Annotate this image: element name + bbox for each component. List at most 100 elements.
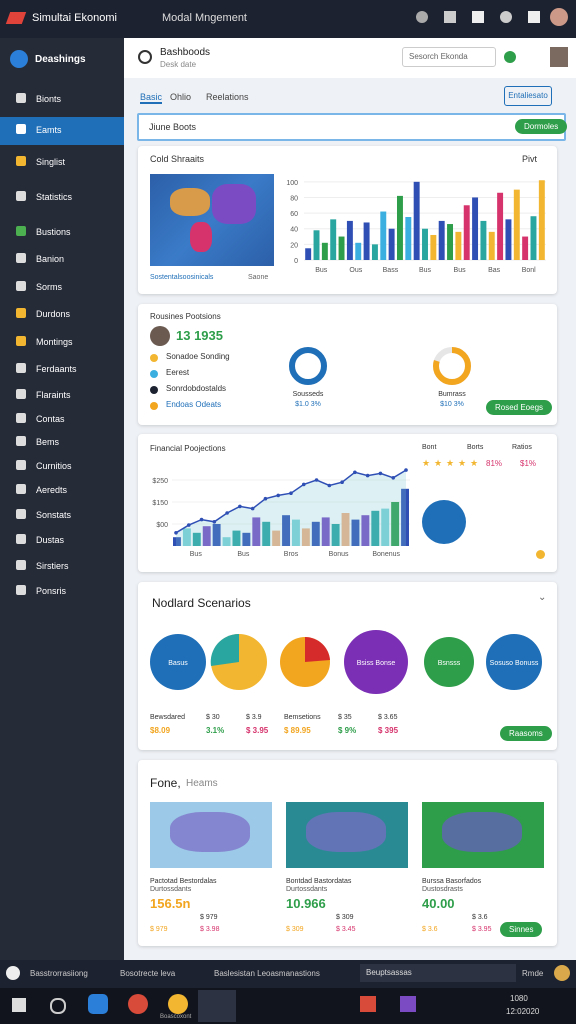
nav-item[interactable]: Bustions [36,227,71,237]
scenario-circles: Basus Bsiss Bonse Bsnsss Sosuso Bonuss [150,630,542,694]
tab[interactable]: Reelations [206,92,249,102]
header-search[interactable]: Sesorch Ekonda [402,47,496,67]
bar [363,222,370,260]
nav-item[interactable]: Sirstiers [36,561,69,571]
legend: Sostentalsoosinicals [150,274,214,281]
line-point [186,523,191,527]
nav-item[interactable]: Dustas [36,535,65,545]
ring [433,347,471,385]
line-point [327,483,332,488]
search-button[interactable]: Dormoles [515,119,568,134]
y-tick-label: 100 [286,180,298,187]
app-icon[interactable] [360,996,376,1012]
search-icon[interactable] [138,50,152,64]
nav-item[interactable]: Banion [36,254,65,264]
nav-item[interactable]: Ponsris [36,586,67,596]
icon[interactable] [528,11,540,23]
ratings: Bont Borts Ratios ★ ★ ★ ★ ★ 81% $1% [422,444,552,564]
clock-date: 12:02020 [506,1007,540,1016]
app-icon[interactable] [168,994,188,1014]
bar [305,248,312,260]
module-title[interactable]: Modal Mngement [162,12,247,24]
app-icon[interactable] [88,994,108,1014]
nav-item[interactable]: Curnitios [36,461,72,471]
bar [405,217,412,260]
icon[interactable] [444,11,456,23]
card-button[interactable]: Rosed Eoegs [486,400,553,415]
rating-value: $1% [520,459,537,468]
y-tick-label: 60 [290,211,298,218]
line-point [391,476,396,480]
nav-item[interactable]: Statistics [36,192,73,202]
bar [455,231,462,260]
nav-item[interactable]: Sorms [36,282,63,292]
nav-item[interactable]: Singlist [36,157,66,167]
card-menu[interactable]: Pivt [522,154,538,164]
bar [497,192,504,260]
icon[interactable] [416,11,428,23]
star: ★ [458,458,467,468]
panel-value: 40.00 [422,896,455,911]
avatar[interactable] [550,8,568,26]
line-point [174,531,178,535]
bar [447,224,454,260]
nav-item[interactable]: Bems [36,437,60,447]
x-tick-label: Bonl [522,267,536,274]
panel-b: $ 3.98 [200,926,220,933]
action-button[interactable]: Entaliesato [504,86,552,106]
world-card: Cold Shraaits Pivt Sostentalsoosinicals … [138,146,557,294]
tab[interactable]: Ohlio [170,92,192,102]
card-button[interactable]: Raasoms [500,726,552,741]
tab[interactable]: Basic [140,92,163,104]
nav-item[interactable]: Ferdaants [36,364,77,374]
app-title: Simultai Ekonomi [32,12,117,24]
bar [401,488,409,546]
bar [331,524,340,546]
market-card: Nodlard Scenarios ⌄ Basus Bsiss Bonse Bsns… [138,582,557,750]
bar [232,530,241,546]
search-bar[interactable]: Jiune Boots Dormoles [137,113,568,141]
stat-label: $ 35 [338,714,352,721]
rating-header: Bont [422,444,437,451]
icon[interactable] [472,11,484,23]
slice [305,636,330,662]
line-point [250,506,255,511]
status-search[interactable]: Beuptsassas [360,964,516,982]
nav-item[interactable]: Bionts [36,94,62,104]
y-tick-label: 80 [290,195,298,202]
nav-item[interactable]: Montings [36,337,73,347]
nav-icon [16,93,26,103]
legend: Saone [248,274,269,281]
list-dot [150,402,158,410]
rating-value: 81% [486,459,503,468]
star: ★ [470,458,479,468]
nav-item[interactable]: Durdons [36,309,71,319]
nav-item[interactable]: Eamts [36,125,62,135]
y-tick-label: $150 [152,500,168,507]
app-icon[interactable] [400,996,416,1012]
user-avatar[interactable] [550,47,568,67]
bar [338,236,345,260]
nav-item[interactable]: Aeredts [36,485,68,495]
nav-item[interactable]: Contas [36,414,65,424]
icon[interactable] [500,11,512,23]
header-subtitle: Desk date [160,60,197,69]
rating-header: Borts [467,444,484,451]
nav-icon [16,460,26,470]
nav-item[interactable]: Sonstats [36,510,72,520]
card-title: Fone, [150,776,181,790]
y-tick-label: $250 [152,478,168,485]
start-button[interactable] [12,998,26,1012]
search-button[interactable] [50,998,66,1014]
nav-item[interactable]: Flaraints [36,390,71,400]
nav-icon [16,509,26,519]
pie [422,500,466,544]
card-button[interactable]: Sinnes [500,922,543,937]
panel-caption: Pactotad Bestordalas [150,878,217,885]
collapse[interactable]: ⌄ [538,592,547,603]
status-text: Rmde [522,969,544,978]
app-icon[interactable] [198,990,236,1022]
ring-amount: $1.0 3% [295,401,321,408]
app-icon[interactable] [128,994,148,1014]
